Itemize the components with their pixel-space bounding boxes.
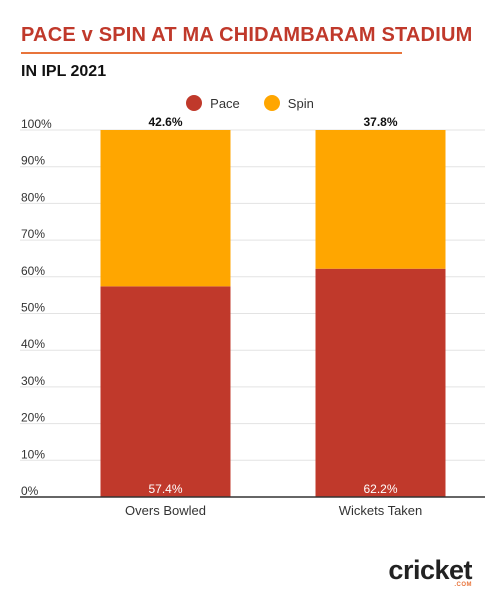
x-tick-label: Overs Bowled xyxy=(125,503,206,518)
legend-label-spin: Spin xyxy=(287,95,314,111)
y-tick-label: 0% xyxy=(21,484,39,498)
y-tick-label: 50% xyxy=(21,301,45,315)
y-tick-label: 30% xyxy=(21,374,45,388)
brand-logo: cricket xyxy=(388,555,472,585)
legend-label-pace: Pace xyxy=(210,95,240,111)
y-tick-label: 80% xyxy=(21,190,45,204)
y-tick-label: 100% xyxy=(21,117,52,131)
title-underline xyxy=(21,52,402,54)
x-tick-label: Wickets Taken xyxy=(339,503,423,518)
legend-swatch-pace xyxy=(186,95,203,111)
y-tick-label: 90% xyxy=(21,154,45,168)
chart-title: PACE v SPIN AT MA CHIDAMBARAM STADIUM xyxy=(21,24,473,46)
data-label-spin: 37.8% xyxy=(363,115,397,129)
legend-swatch-spin xyxy=(263,95,280,111)
chart-subtitle: IN IPL 2021 xyxy=(21,63,107,80)
legend-item-spin: Spin xyxy=(263,95,314,111)
data-label-spin: 42.6% xyxy=(148,115,182,129)
legend-item-pace: Pace xyxy=(186,95,240,111)
y-tick-label: 40% xyxy=(21,337,45,351)
legend: Pace Spin xyxy=(0,95,500,111)
bar-spin xyxy=(100,130,231,287)
bar-pace xyxy=(100,286,231,497)
y-tick-label: 10% xyxy=(21,447,45,461)
y-tick-label: 70% xyxy=(21,227,45,241)
data-label-pace: 57.4% xyxy=(148,482,182,496)
brand-logo-suffix: .COM xyxy=(454,582,472,588)
bar-pace xyxy=(315,268,446,497)
y-tick-label: 20% xyxy=(21,411,45,425)
y-tick-label: 60% xyxy=(21,264,45,278)
bar-spin xyxy=(315,130,446,269)
data-label-pace: 62.2% xyxy=(363,482,397,496)
